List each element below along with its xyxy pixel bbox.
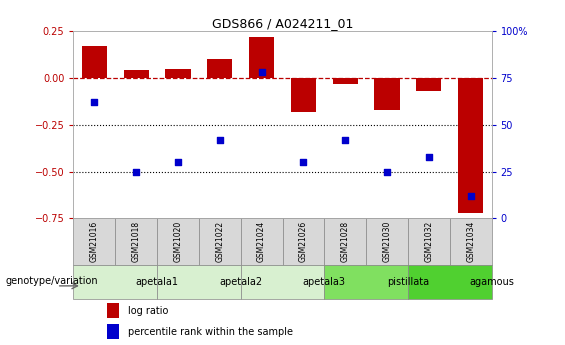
Bar	[115, 218, 157, 265]
Text: GSM21018: GSM21018	[132, 221, 141, 262]
Text: apetala1: apetala1	[136, 277, 179, 287]
Bar	[166, 69, 190, 78]
Bar	[107, 324, 119, 339]
Bar	[282, 218, 324, 265]
Text: apetala3: apetala3	[303, 277, 346, 287]
Bar	[450, 218, 492, 265]
Bar	[324, 265, 408, 299]
Bar	[73, 265, 157, 299]
Bar	[249, 37, 274, 78]
Text: GSM21016: GSM21016	[90, 221, 99, 262]
Point	[173, 159, 182, 165]
Text: GSM21034: GSM21034	[466, 221, 475, 263]
Bar	[333, 78, 358, 83]
Bar	[73, 218, 115, 265]
Text: GSM21032: GSM21032	[424, 221, 433, 262]
Bar	[157, 218, 199, 265]
Bar	[124, 70, 149, 78]
Bar	[207, 59, 232, 78]
Bar	[324, 218, 366, 265]
Text: GSM21024: GSM21024	[257, 221, 266, 262]
Text: agamous: agamous	[469, 277, 514, 287]
Point	[299, 159, 308, 165]
Bar	[241, 265, 324, 299]
Text: apetala2: apetala2	[219, 277, 262, 287]
Point	[215, 137, 224, 142]
Title: GDS866 / A024211_01: GDS866 / A024211_01	[212, 17, 353, 30]
Point	[466, 193, 475, 199]
Bar	[408, 218, 450, 265]
Bar	[157, 265, 241, 299]
Bar	[366, 218, 408, 265]
Text: GSM21030: GSM21030	[383, 221, 392, 263]
Text: genotype/variation: genotype/variation	[6, 276, 98, 286]
Bar	[375, 78, 399, 110]
Bar	[82, 46, 107, 78]
Text: GSM21028: GSM21028	[341, 221, 350, 262]
Bar	[416, 78, 441, 91]
Bar	[291, 78, 316, 112]
Text: GSM21022: GSM21022	[215, 221, 224, 262]
Text: percentile rank within the sample: percentile rank within the sample	[128, 327, 293, 337]
Point	[424, 154, 433, 159]
Point	[341, 137, 350, 142]
Bar	[458, 78, 483, 213]
Text: pistillata: pistillata	[387, 277, 429, 287]
Bar	[107, 303, 119, 318]
Point	[132, 169, 141, 174]
Bar	[408, 265, 492, 299]
Point	[383, 169, 392, 174]
Bar	[199, 218, 241, 265]
Text: GSM21026: GSM21026	[299, 221, 308, 262]
Text: log ratio: log ratio	[128, 306, 168, 316]
Bar	[241, 218, 282, 265]
Point	[90, 99, 99, 105]
Point	[257, 69, 266, 75]
Text: GSM21020: GSM21020	[173, 221, 182, 262]
